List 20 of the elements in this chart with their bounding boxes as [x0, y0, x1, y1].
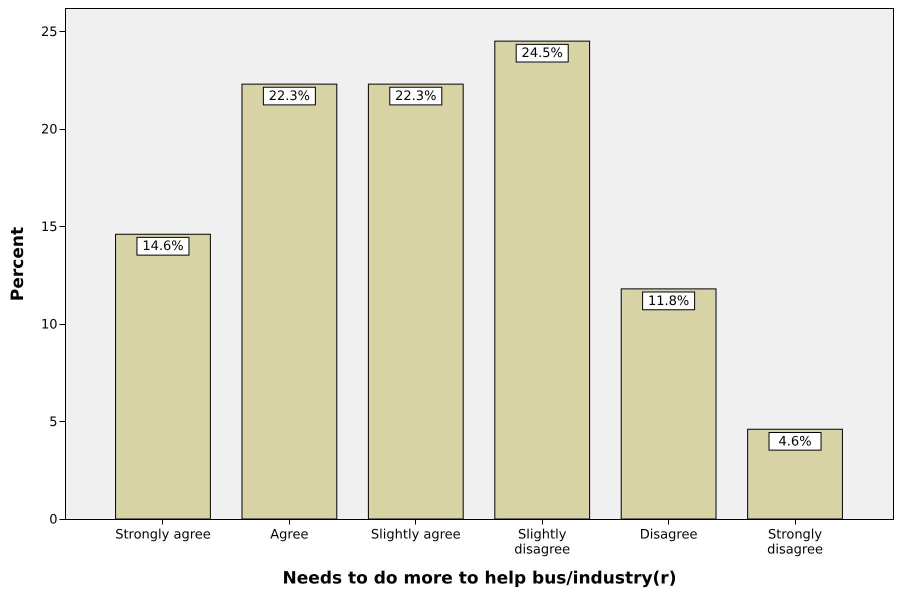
y-tick-label: 25	[40, 24, 58, 40]
y-tick-label: 10	[40, 317, 58, 332]
x-tick-label: Agree	[270, 528, 308, 542]
data-label: 14.6%	[142, 239, 184, 254]
y-tick-label: 15	[40, 220, 58, 235]
y-tick-label: 20	[40, 122, 58, 138]
data-label: 4.6%	[778, 434, 812, 450]
data-label: 24.5%	[522, 46, 563, 62]
x-tick-label: Slightly disagree	[514, 528, 570, 558]
x-axis-title: Needs to do more to help bus/industry(r)	[282, 568, 676, 588]
y-axis-title: Percent	[8, 226, 28, 302]
y-tick-label: 5	[49, 414, 58, 430]
x-tick-label: Slightly agree	[370, 528, 461, 542]
data-label: 22.3%	[395, 89, 436, 104]
x-tick-label: Disagree	[640, 528, 698, 542]
y-tick-label: 0	[49, 512, 58, 528]
x-tick-label: Strongly disagree	[767, 528, 823, 558]
x-tick-label: Strongly agree	[115, 528, 211, 542]
data-label: 11.8%	[648, 294, 690, 309]
data-label: 22.3%	[268, 89, 310, 104]
